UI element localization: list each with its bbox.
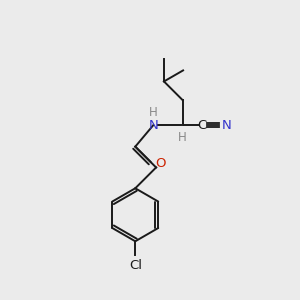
Text: O: O [155, 157, 166, 170]
Text: H: H [178, 130, 187, 143]
Text: C: C [197, 119, 206, 132]
Text: N: N [222, 119, 232, 132]
Text: N: N [148, 119, 158, 132]
Text: Cl: Cl [129, 259, 142, 272]
Text: H: H [149, 106, 158, 119]
